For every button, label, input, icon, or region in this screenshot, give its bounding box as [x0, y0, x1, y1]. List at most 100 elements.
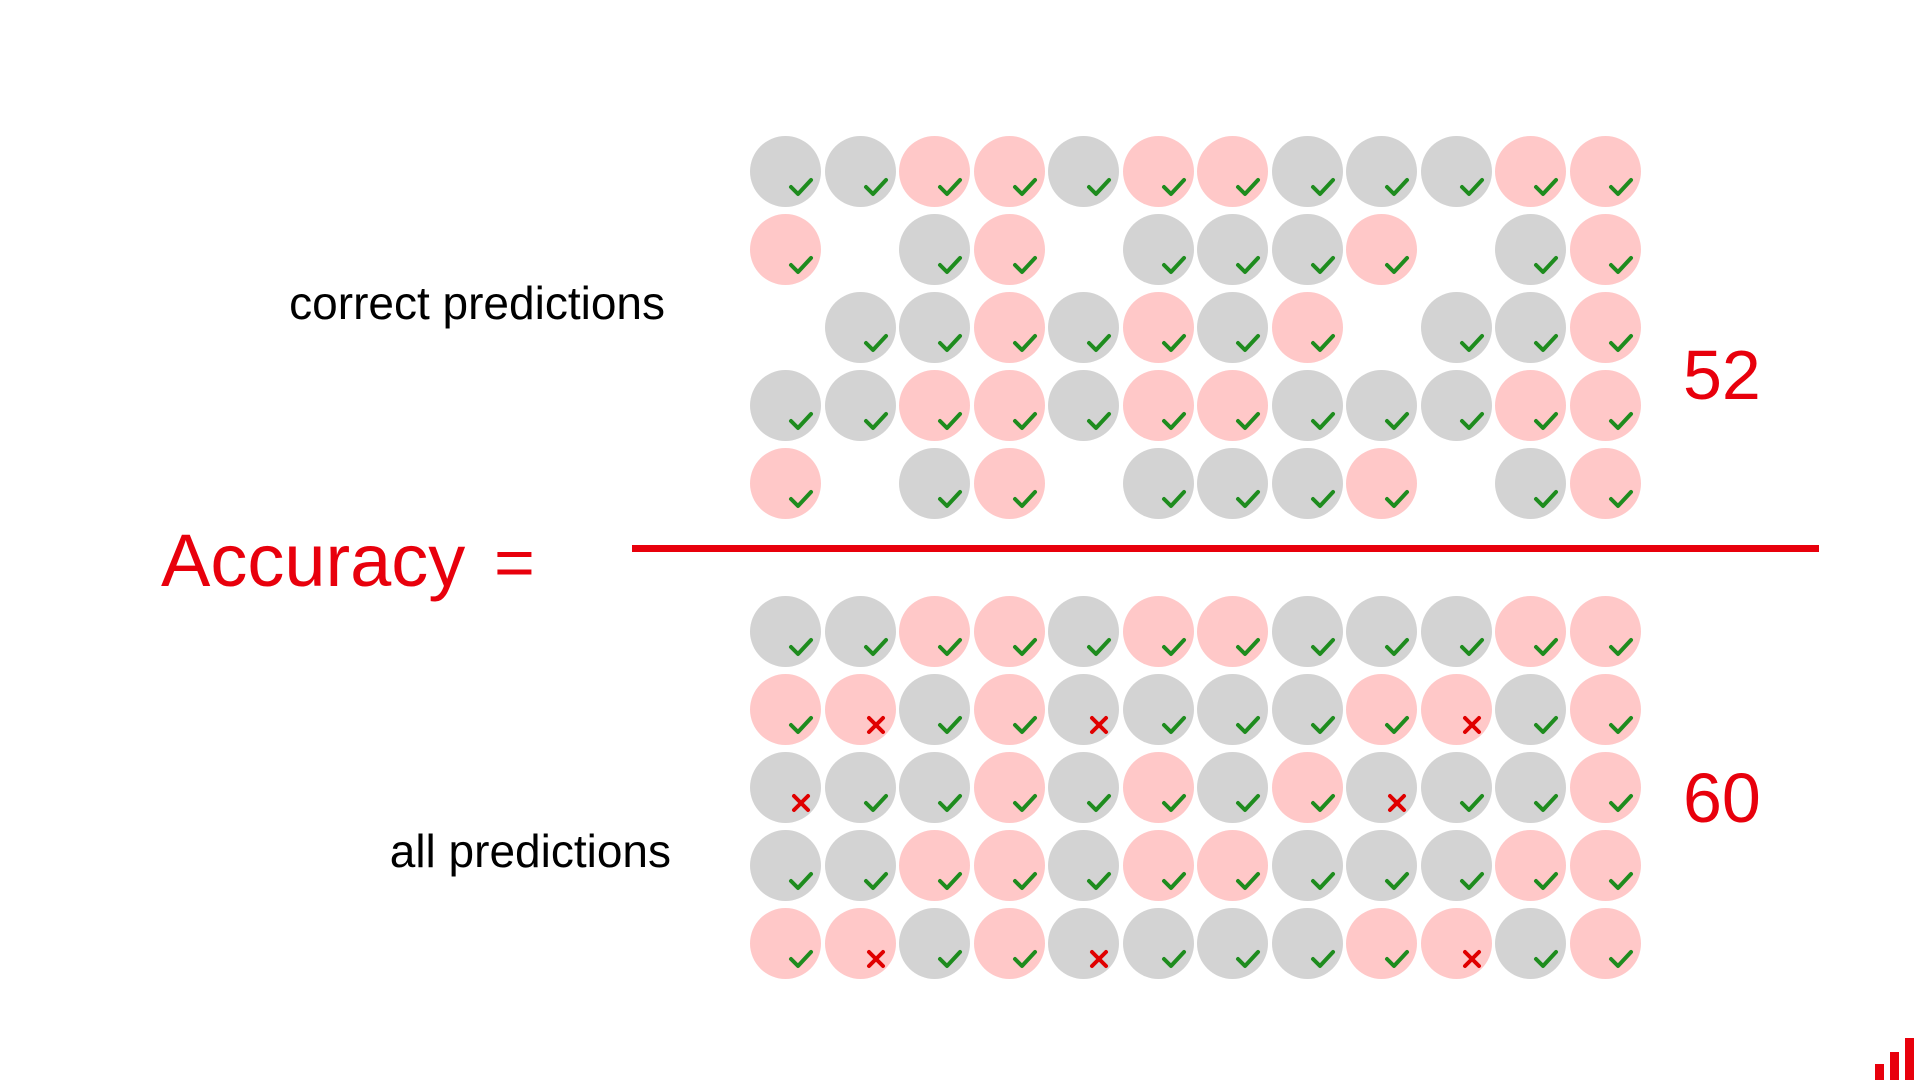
gray-class-circle: [1495, 908, 1566, 979]
check-icon: [1161, 794, 1186, 812]
cross-icon: [1388, 794, 1406, 812]
check-icon: [789, 256, 813, 274]
gray-class-circle: [1346, 830, 1417, 901]
check-icon: [1161, 334, 1186, 352]
prediction-cell: [973, 447, 1048, 525]
prediction-cell: [749, 369, 824, 447]
check-icon: [1608, 794, 1633, 812]
prediction-cell: [1569, 673, 1644, 751]
pink-class-circle: [750, 448, 821, 519]
all-predictions-grid: [749, 595, 1643, 985]
prediction-cell: [749, 447, 824, 525]
pink-class-circle: [1495, 370, 1566, 441]
empty-cell: [749, 291, 824, 369]
prediction-cell: [973, 595, 1048, 673]
prediction-cell: [1345, 907, 1420, 985]
cross-icon: [1462, 716, 1481, 734]
check-icon: [1012, 794, 1037, 812]
prediction-cell: [973, 751, 1048, 829]
prediction-cell: [1047, 135, 1122, 213]
check-icon: [1310, 490, 1335, 508]
prediction-cell: [1569, 369, 1644, 447]
gray-class-circle: [1048, 136, 1119, 207]
gray-class-circle: [1271, 136, 1343, 207]
pink-class-circle: [1495, 596, 1566, 667]
prediction-cell: [1271, 751, 1346, 829]
prediction-cell: [1494, 673, 1569, 751]
prediction-cell: [1122, 673, 1197, 751]
check-icon: [1236, 412, 1260, 430]
check-icon: [1310, 716, 1335, 734]
prediction-cell: [1271, 369, 1346, 447]
pink-class-circle: [1271, 752, 1343, 823]
gray-class-circle: [1346, 370, 1417, 441]
cross-icon: [866, 950, 885, 968]
pink-class-circle: [973, 292, 1045, 363]
check-icon: [1459, 638, 1484, 656]
check-icon: [863, 412, 888, 430]
gray-class-circle: [899, 448, 970, 519]
check-icon: [1236, 716, 1260, 734]
gray-class-circle: [1495, 674, 1566, 745]
gray-class-circle: [1122, 214, 1194, 285]
pink-class-circle: [973, 370, 1045, 441]
prediction-cell: [1047, 829, 1122, 907]
prediction-cell: [749, 673, 824, 751]
prediction-cell: [1196, 291, 1271, 369]
gray-class-circle: [1048, 596, 1119, 667]
prediction-cell: [1122, 907, 1197, 985]
pink-class-circle: [899, 830, 970, 901]
prediction-cell: [1494, 291, 1569, 369]
gray-class-circle: [1122, 448, 1194, 519]
pink-class-circle: [1569, 214, 1641, 285]
prediction-cell: [1345, 213, 1420, 291]
check-icon: [1012, 178, 1037, 196]
empty-cell: [1420, 447, 1495, 525]
prediction-cell: [973, 291, 1048, 369]
total-count: 60: [1683, 759, 1761, 837]
check-icon: [1459, 412, 1484, 430]
check-icon: [1087, 794, 1111, 812]
numerator-label: correct predictions: [289, 277, 665, 329]
check-icon: [1534, 872, 1558, 890]
prediction-cell: [973, 135, 1048, 213]
empty-cell: [1047, 213, 1122, 291]
prediction-cell: [1420, 829, 1495, 907]
check-icon: [1608, 950, 1633, 968]
check-icon: [1310, 178, 1335, 196]
check-icon: [1608, 412, 1633, 430]
check-icon: [1385, 950, 1409, 968]
gray-class-circle: [1420, 752, 1492, 823]
check-icon: [1534, 638, 1558, 656]
check-icon: [789, 716, 813, 734]
pink-class-circle: [973, 136, 1045, 207]
gray-class-circle: [824, 292, 896, 363]
check-icon: [1534, 412, 1558, 430]
pink-class-circle: [1346, 448, 1417, 519]
prediction-cell: [1047, 595, 1122, 673]
check-icon: [789, 178, 813, 196]
check-icon: [1236, 794, 1260, 812]
check-icon: [863, 872, 888, 890]
pink-class-circle: [973, 908, 1045, 979]
prediction-cell: [898, 447, 973, 525]
pink-class-circle: [899, 370, 970, 441]
gray-class-circle: [1048, 830, 1119, 901]
check-icon: [1012, 638, 1037, 656]
check-icon: [1236, 872, 1260, 890]
check-icon: [938, 490, 962, 508]
prediction-cell: [749, 829, 824, 907]
check-icon: [1608, 716, 1633, 734]
check-icon: [1608, 872, 1633, 890]
gray-class-circle: [1495, 752, 1566, 823]
gray-class-circle: [899, 292, 970, 363]
gray-class-circle: [1048, 752, 1119, 823]
gray-class-circle: [824, 136, 896, 207]
prediction-cell: [973, 673, 1048, 751]
gray-class-circle: [1271, 370, 1343, 441]
check-icon: [1459, 334, 1484, 352]
check-icon: [1012, 334, 1037, 352]
gray-class-circle: [1122, 674, 1194, 745]
check-icon: [1161, 872, 1186, 890]
gray-class-circle: [1420, 830, 1492, 901]
